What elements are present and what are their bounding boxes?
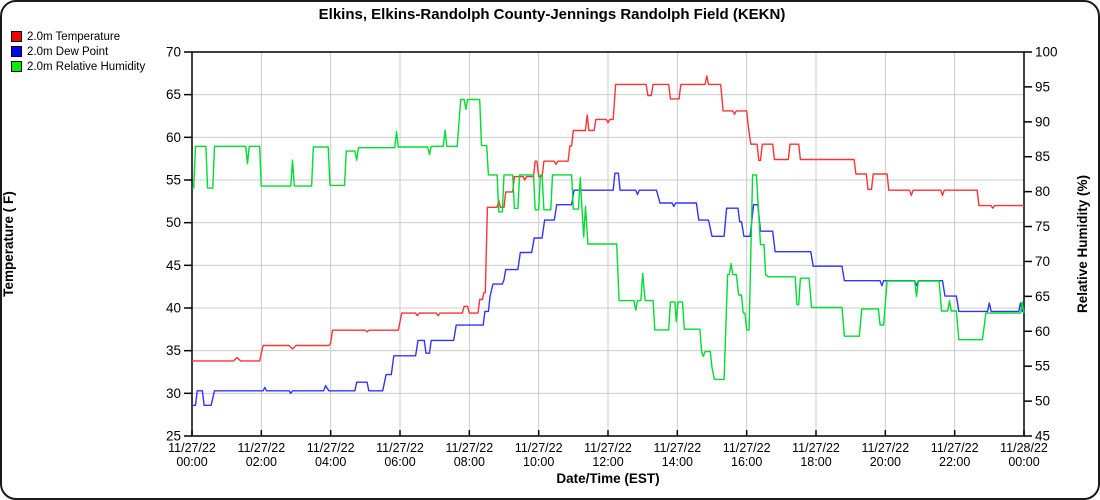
x-tick-date-label: 11/27/22 — [237, 441, 285, 455]
x-tick-date-label: 11/28/22 — [1000, 441, 1048, 455]
x-tick-time-label: 20:00 — [870, 455, 901, 469]
x-axis-title: Date/Time (EST) — [556, 471, 660, 486]
right-axis-tick-label: 100 — [1035, 45, 1058, 60]
gridlines — [192, 52, 1024, 436]
left-axis-tick-label: 50 — [166, 215, 181, 230]
x-tick-time-label: 12:00 — [592, 455, 623, 469]
right-axis-tick-label: 65 — [1035, 289, 1050, 304]
left-axis-tick-label: 60 — [166, 130, 181, 145]
x-tick-time-label: 18:00 — [800, 455, 831, 469]
chart-title: Elkins, Elkins-Randolph County-Jennings … — [318, 6, 786, 23]
x-tick-date-label: 11/27/22 — [931, 441, 979, 455]
legend-swatch-icon — [11, 31, 22, 42]
-m-dew-point-line — [192, 172, 1025, 406]
legend-swatch-icon — [11, 46, 22, 57]
legend-label: 2.0m Dew Point — [27, 45, 109, 58]
left-axis-title: Temperature ( F) — [1, 191, 16, 297]
legend-item: 2.0m Temperature — [11, 29, 145, 44]
right-axis-tick-label: 60 — [1035, 324, 1050, 339]
left-axis-tick-label: 25 — [166, 429, 181, 444]
right-axis: 45 50 55 60 65 70 75 80 85 90 95 100 — [1024, 45, 1058, 444]
right-axis-tick-label: 80 — [1035, 184, 1050, 199]
left-axis-tick-label: 55 — [166, 173, 181, 188]
x-tick-time-label: 04:00 — [315, 455, 346, 469]
left-axis-tick-label: 30 — [166, 386, 181, 401]
x-tick-time-label: 00:00 — [1008, 455, 1039, 469]
left-axis-tick-label: 65 — [166, 87, 181, 102]
right-axis-tick-label: 55 — [1035, 359, 1050, 374]
left-axis-tick-label: 45 — [166, 258, 181, 273]
right-axis-tick-label: 70 — [1035, 254, 1050, 269]
x-tick-time-label: 00:00 — [176, 455, 207, 469]
x-tick-date-label: 11/27/22 — [515, 441, 563, 455]
left-axis-tick-label: 70 — [166, 45, 181, 60]
right-axis-tick-label: 90 — [1035, 114, 1050, 129]
chart-legend: 2.0m Temperature 2.0m Dew Point 2.0m Relat… — [11, 29, 145, 74]
legend-item: 2.0m Dew Point — [11, 44, 145, 59]
legend-label: 2.0m Temperature — [27, 30, 121, 43]
legend-item: 2.0m Relative Humidity — [11, 59, 145, 74]
x-tick-time-label: 02:00 — [246, 455, 277, 469]
right-axis-title: Relative Humidity (%) — [1075, 174, 1090, 314]
x-tick-date-label: 11/27/22 — [584, 441, 632, 455]
x-tick-date-label: 11/27/22 — [168, 441, 216, 455]
x-tick-time-label: 08:00 — [454, 455, 485, 469]
x-tick-date-label: 11/27/22 — [861, 441, 909, 455]
x-tick-time-label: 06:00 — [384, 455, 415, 469]
right-axis-tick-label: 95 — [1035, 79, 1050, 94]
x-tick-date-label: 11/27/22 — [792, 441, 840, 455]
bottom-axis: 11/27/2200:0011/27/2202:0011/27/2204:001… — [168, 430, 1048, 469]
right-axis-tick-label: 50 — [1035, 394, 1050, 409]
x-tick-time-label: 16:00 — [731, 455, 762, 469]
right-axis-tick-label: 45 — [1035, 429, 1050, 444]
x-tick-time-label: 14:00 — [662, 455, 693, 469]
x-tick-date-label: 11/27/22 — [307, 441, 355, 455]
left-axis: 25 30 35 40 45 50 55 60 65 70 — [166, 45, 192, 444]
x-tick-date-label: 11/27/22 — [653, 441, 701, 455]
right-axis-tick-label: 75 — [1035, 219, 1050, 234]
x-tick-date-label: 11/27/22 — [723, 441, 771, 455]
x-tick-date-label: 11/27/22 — [376, 441, 424, 455]
-m-temperature-line — [192, 75, 1024, 362]
legend-swatch-icon — [11, 61, 22, 72]
-m-relative-humidity-line — [192, 98, 1025, 381]
right-axis-tick-label: 85 — [1035, 149, 1050, 164]
x-tick-time-label: 10:00 — [523, 455, 554, 469]
left-axis-tick-label: 35 — [166, 343, 181, 358]
legend-label: 2.0m Relative Humidity — [27, 60, 146, 73]
left-axis-tick-label: 40 — [166, 301, 181, 316]
x-tick-time-label: 22:00 — [939, 455, 970, 469]
x-tick-date-label: 11/27/22 — [445, 441, 493, 455]
